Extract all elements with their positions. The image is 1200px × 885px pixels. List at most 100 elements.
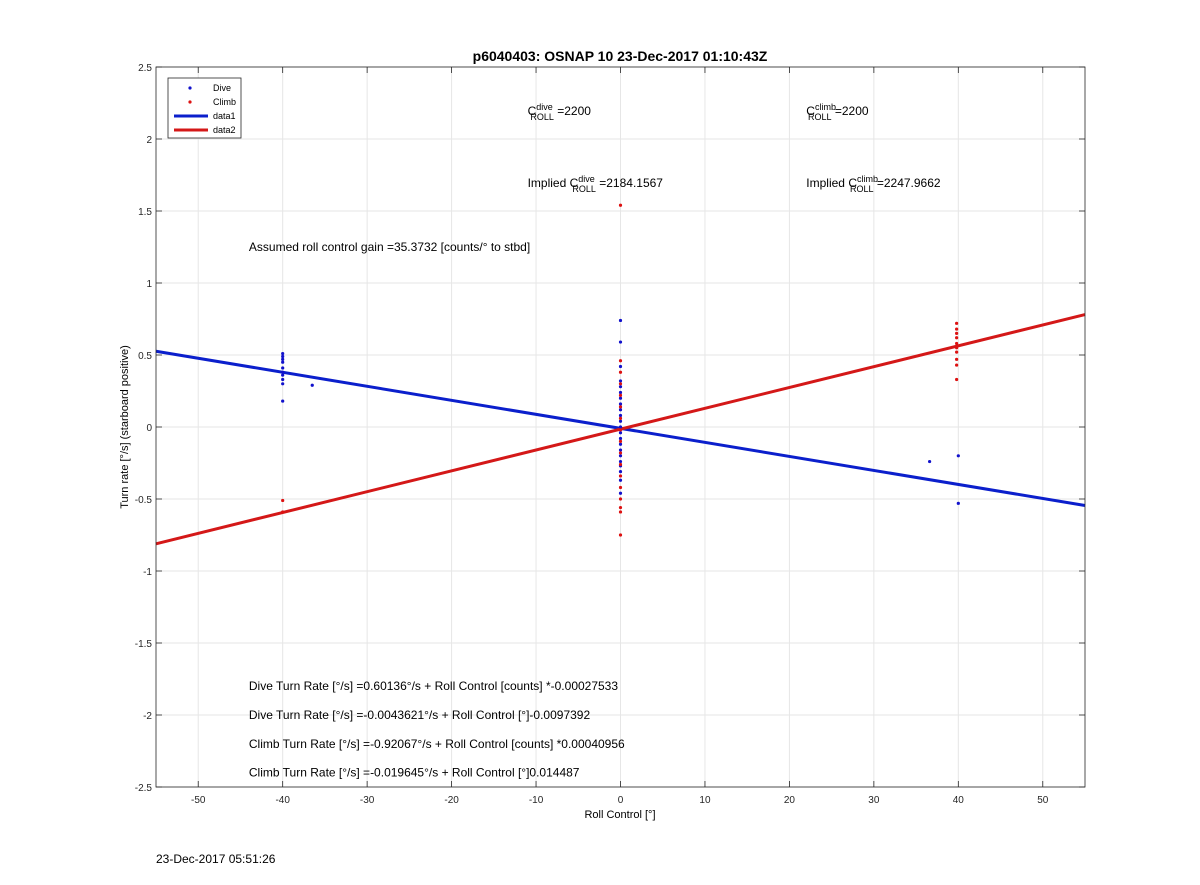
chart-title: p6040403: OSNAP 10 23-Dec-2017 01:10:43Z — [473, 48, 768, 64]
point-climb — [618, 405, 623, 409]
x-tick-label: -10 — [529, 795, 544, 806]
point-dive — [618, 318, 623, 323]
y-tick-label: 1.5 — [138, 207, 152, 218]
fit-equation: Dive Turn Rate [°/s] =0.60136°/s + Roll … — [249, 679, 618, 693]
point-dive — [956, 454, 960, 458]
point-dive — [618, 340, 623, 344]
legend-label: Climb — [213, 97, 236, 107]
point-dive — [618, 442, 623, 446]
x-tick-label: -30 — [360, 795, 375, 806]
point-climb — [955, 321, 959, 325]
point-dive — [618, 402, 623, 406]
fit-equation: Climb Turn Rate [°/s] =-0.92067°/s + Rol… — [249, 737, 625, 751]
legend-label: Dive — [213, 83, 231, 93]
c-roll-dive-label: Cdive ROLL =2200 — [528, 102, 592, 122]
y-tick-label: -2 — [143, 711, 152, 722]
x-axis-label: Roll Control [°] — [584, 809, 655, 821]
point-dive — [618, 390, 623, 395]
point-climb — [618, 451, 623, 455]
annotations: Cdive ROLL =2200 Cclimb ROLL =2200 Implied C… — [249, 102, 941, 779]
point-climb — [955, 336, 959, 340]
point-climb — [955, 327, 959, 331]
point-climb — [955, 357, 959, 361]
scatter-points — [281, 203, 960, 537]
point-dive — [618, 436, 623, 441]
axis-ticks: -50 -40 -30 -20 -10 0 10 20 30 40 50-2.5-2-1.5-1-0… — [135, 63, 1085, 806]
y-tick-label: -0.5 — [135, 495, 153, 506]
point-dive — [618, 431, 623, 435]
y-axis-label: Turn rate [°/s] (starboard positive) — [119, 345, 131, 509]
point-climb — [618, 506, 623, 510]
point-climb — [281, 498, 285, 503]
y-tick-label: 0 — [146, 423, 152, 434]
point-dive — [618, 364, 623, 369]
legend-marker-climb — [188, 100, 192, 104]
point-dive — [281, 399, 285, 403]
footer-timestamp: 23-Dec-2017 05:51:26 — [156, 852, 276, 866]
y-tick-label: 1 — [146, 279, 152, 290]
point-dive — [928, 459, 932, 464]
point-dive — [281, 351, 285, 356]
fit-equation: Dive Turn Rate [°/s] =-0.0043621°/s + Ro… — [249, 708, 591, 722]
point-dive — [618, 413, 623, 418]
point-climb — [955, 341, 959, 346]
point-dive — [618, 419, 623, 423]
point-climb — [618, 474, 623, 478]
point-climb — [955, 363, 959, 367]
x-tick-label: 10 — [699, 795, 711, 806]
point-dive — [281, 366, 285, 370]
x-tick-label: -50 — [191, 795, 206, 806]
point-climb — [955, 377, 959, 382]
point-dive — [618, 478, 623, 482]
point-dive — [618, 448, 623, 452]
legend-marker-dive — [188, 86, 192, 90]
y-tick-label: 2.5 — [138, 63, 152, 74]
point-climb — [618, 393, 623, 397]
x-tick-label: -20 — [444, 795, 459, 806]
implied-c-roll-dive-label: Implied Cdive ROLL =2184.1567 — [528, 174, 664, 194]
point-dive — [281, 370, 285, 374]
point-dive — [618, 385, 623, 389]
point-dive — [618, 459, 623, 464]
legend-label: data1 — [213, 111, 236, 121]
point-climb — [618, 203, 623, 207]
point-climb — [281, 510, 285, 514]
x-tick-label: 50 — [1037, 795, 1049, 806]
point-climb — [618, 497, 623, 501]
y-tick-label: -1.5 — [135, 639, 153, 650]
point-dive — [618, 470, 623, 474]
x-tick-label: 0 — [618, 795, 624, 806]
y-tick-label: -2.5 — [135, 783, 153, 794]
point-dive — [618, 454, 623, 458]
y-tick-label: 0.5 — [138, 351, 152, 362]
c-roll-climb-label: Cclimb ROLL =2200 — [806, 102, 869, 122]
x-tick-label: 30 — [868, 795, 880, 806]
point-dive — [281, 354, 285, 359]
point-climb — [618, 533, 623, 537]
implied-c-roll-climb-label: Implied Cclimb ROLL =2247.9662 — [806, 174, 941, 194]
point-dive — [281, 377, 285, 382]
legend-label: data2 — [213, 125, 236, 135]
point-dive — [956, 501, 960, 505]
point-dive — [281, 373, 285, 377]
point-climb — [618, 370, 623, 374]
x-tick-label: 40 — [953, 795, 965, 806]
point-dive — [310, 383, 314, 387]
point-dive — [281, 382, 285, 386]
point-dive — [618, 408, 623, 412]
point-climb — [618, 416, 623, 420]
point-climb — [618, 439, 623, 443]
point-dive — [618, 425, 623, 429]
point-climb — [955, 346, 959, 350]
point-dive — [618, 396, 623, 400]
point-dive — [281, 360, 285, 364]
point-climb — [618, 485, 623, 490]
fit-equation: Climb Turn Rate [°/s] =-0.019645°/s + Ro… — [249, 766, 580, 780]
point-climb — [618, 428, 623, 432]
x-tick-label: 20 — [784, 795, 796, 806]
point-dive — [618, 379, 623, 383]
y-tick-label: -1 — [143, 567, 152, 578]
point-climb — [955, 331, 959, 335]
point-dive — [618, 491, 623, 495]
